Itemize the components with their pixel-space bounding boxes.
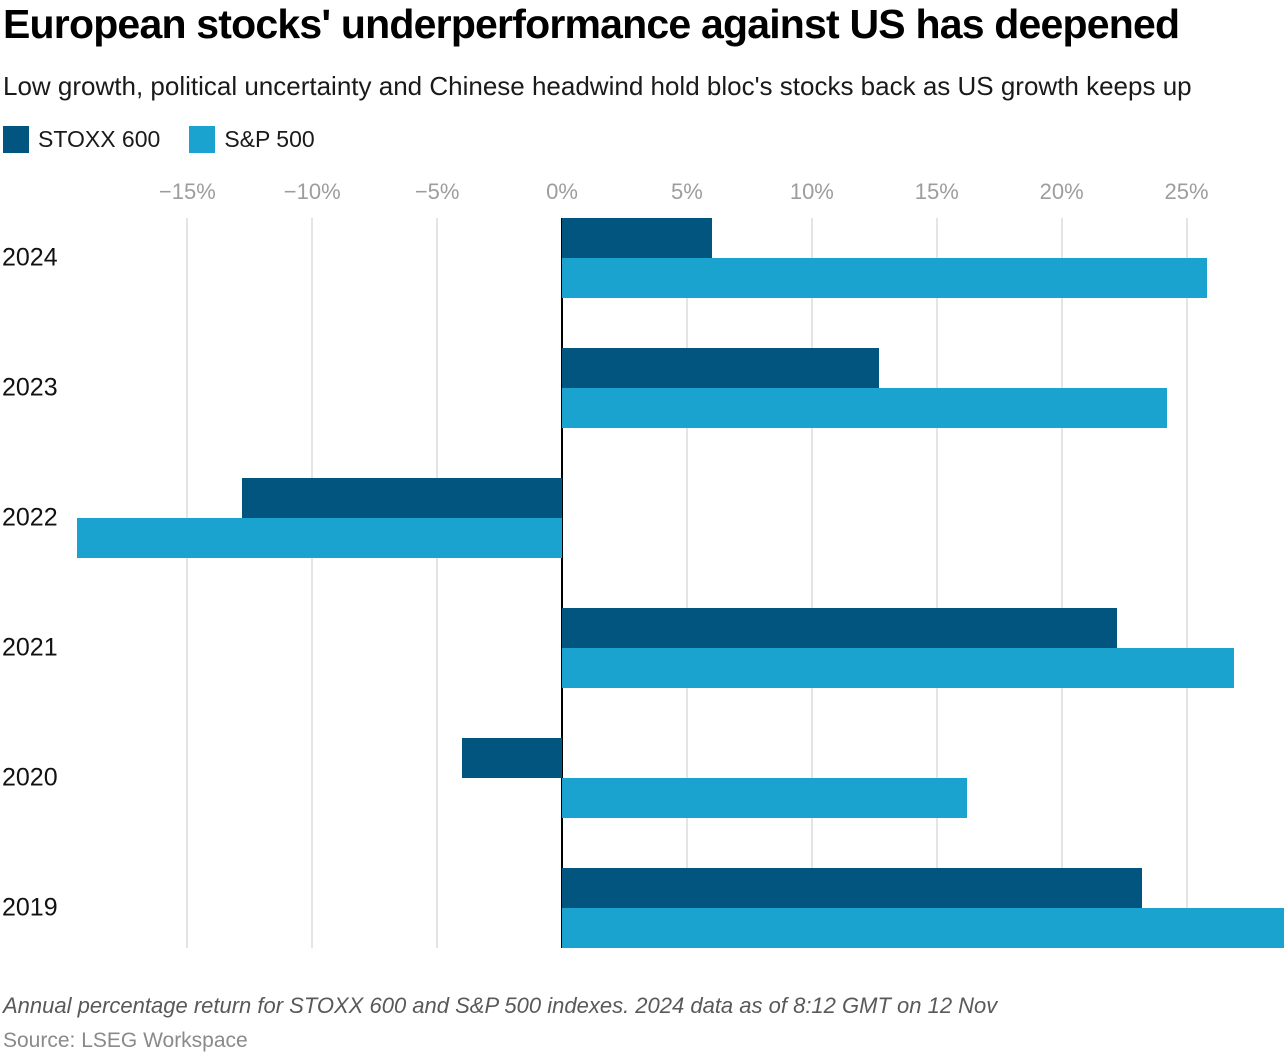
x-axis-tick-label: 5%	[671, 179, 703, 204]
legend-item: S&P 500	[189, 126, 315, 153]
y-axis-category-label: 2022	[2, 503, 58, 532]
chart-subtitle: Low growth, political uncertainty and Ch…	[3, 71, 1192, 101]
x-axis-tick-label: −15%	[158, 179, 216, 204]
y-axis-category-label: 2020	[2, 763, 58, 792]
legend-item: STOXX 600	[3, 126, 160, 153]
bar-s-p-500-2023	[562, 388, 1167, 428]
legend-swatch-icon	[3, 126, 29, 153]
plot-area: 2024 2023 2022 2021 2020 2019	[0, 218, 1284, 948]
x-axis-tick-label: 0%	[546, 179, 578, 204]
legend: STOXX 600 S&P 500	[3, 126, 315, 153]
gridline	[935, 218, 938, 948]
gridline	[186, 218, 189, 948]
y-axis-category-label: 2021	[2, 633, 58, 662]
chart-title: European stocks' underperformance agains…	[3, 1, 1180, 47]
bar-s-p-500-2019	[562, 908, 1284, 948]
gridline	[1060, 218, 1063, 948]
bar-s-p-500-2021	[562, 648, 1235, 688]
legend-swatch-icon	[189, 126, 216, 153]
gridline	[1185, 218, 1188, 948]
bar-s-p-500-2022	[77, 518, 563, 558]
gridline	[436, 218, 439, 948]
y-axis-category-label: 2019	[2, 893, 58, 922]
bar-s-p-500-2020	[562, 778, 967, 818]
bar-stoxx-600-2019	[562, 868, 1142, 908]
bar-stoxx-600-2024	[562, 218, 712, 258]
bar-s-p-500-2024	[562, 258, 1207, 298]
gridline	[810, 218, 813, 948]
x-axis-tick-label: 15%	[914, 179, 959, 204]
x-axis-tick-label: −10%	[283, 179, 341, 204]
legend-label: S&P 500	[224, 126, 315, 152]
x-axis-tick-label: 25%	[1164, 179, 1209, 204]
bar-stoxx-600-2020	[462, 738, 563, 778]
bar-stoxx-600-2023	[562, 348, 880, 388]
y-axis-category-label: 2024	[2, 243, 58, 272]
x-axis-tick-label: 20%	[1039, 179, 1084, 204]
x-axis-tick-label: 10%	[789, 179, 834, 204]
bar-chart: −15% −10% −5% 0% 5% 10% 15% 20% 25% 2024 2023 2022…	[0, 170, 1284, 956]
gridline	[311, 218, 314, 948]
gridline	[685, 218, 688, 948]
legend-label: STOXX 600	[38, 126, 161, 152]
chart-note: Annual percentage return for STOXX 600 a…	[3, 993, 998, 1018]
chart-source: Source: LSEG Workspace	[3, 1029, 248, 1052]
x-axis-tick-label: −5%	[414, 179, 460, 204]
y-axis-category-label: 2023	[2, 373, 58, 402]
zero-baseline	[561, 218, 564, 948]
bar-stoxx-600-2021	[562, 608, 1117, 648]
bar-stoxx-600-2022	[242, 478, 563, 518]
